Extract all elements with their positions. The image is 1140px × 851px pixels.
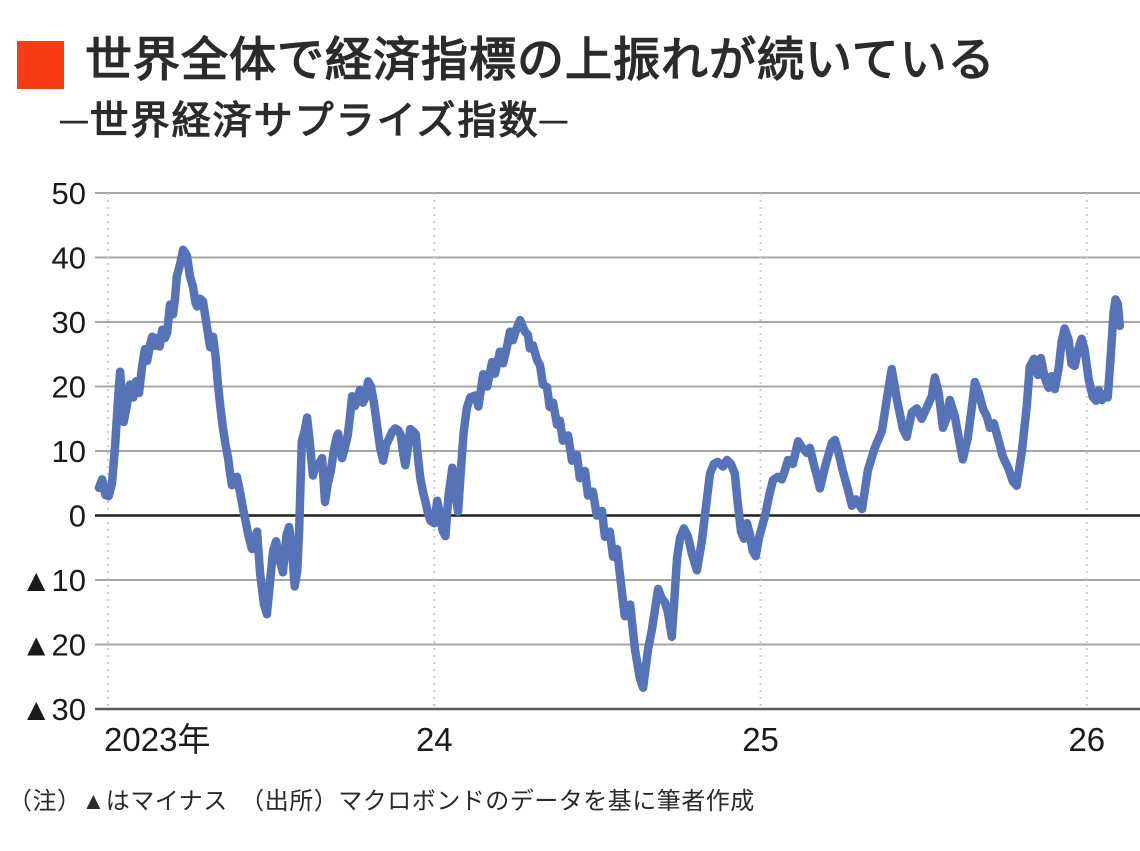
y-tick-label: 0 — [69, 499, 86, 534]
y-tick-label: 40 — [52, 241, 86, 276]
y-tick-label: 10 — [52, 434, 86, 469]
y-tick-label: ▲10 — [21, 563, 86, 598]
chart-subtitle: ─世界経済サプライズ指数─ — [60, 100, 570, 143]
surprise-index-line — [94, 245, 1125, 692]
y-tick-label: 50 — [52, 176, 86, 211]
x-tick-label: 24 — [416, 721, 453, 758]
x-tick-label: 25 — [742, 721, 779, 758]
y-tick-label: 20 — [52, 370, 86, 405]
x-tick-label: 2023年 — [104, 721, 210, 758]
chart-title: 世界全体で経済指標の上振れが続いている — [85, 33, 996, 86]
source-note: （注）▲はマイナス （出所）マクロボンドのデータを基に筆者作成 — [8, 788, 755, 815]
y-tick-label: ▲30 — [21, 692, 86, 727]
x-tick-label: 26 — [1068, 721, 1105, 758]
title-accent-square — [17, 41, 64, 89]
y-tick-label: ▲20 — [21, 628, 86, 663]
y-tick-label: 30 — [52, 305, 86, 340]
